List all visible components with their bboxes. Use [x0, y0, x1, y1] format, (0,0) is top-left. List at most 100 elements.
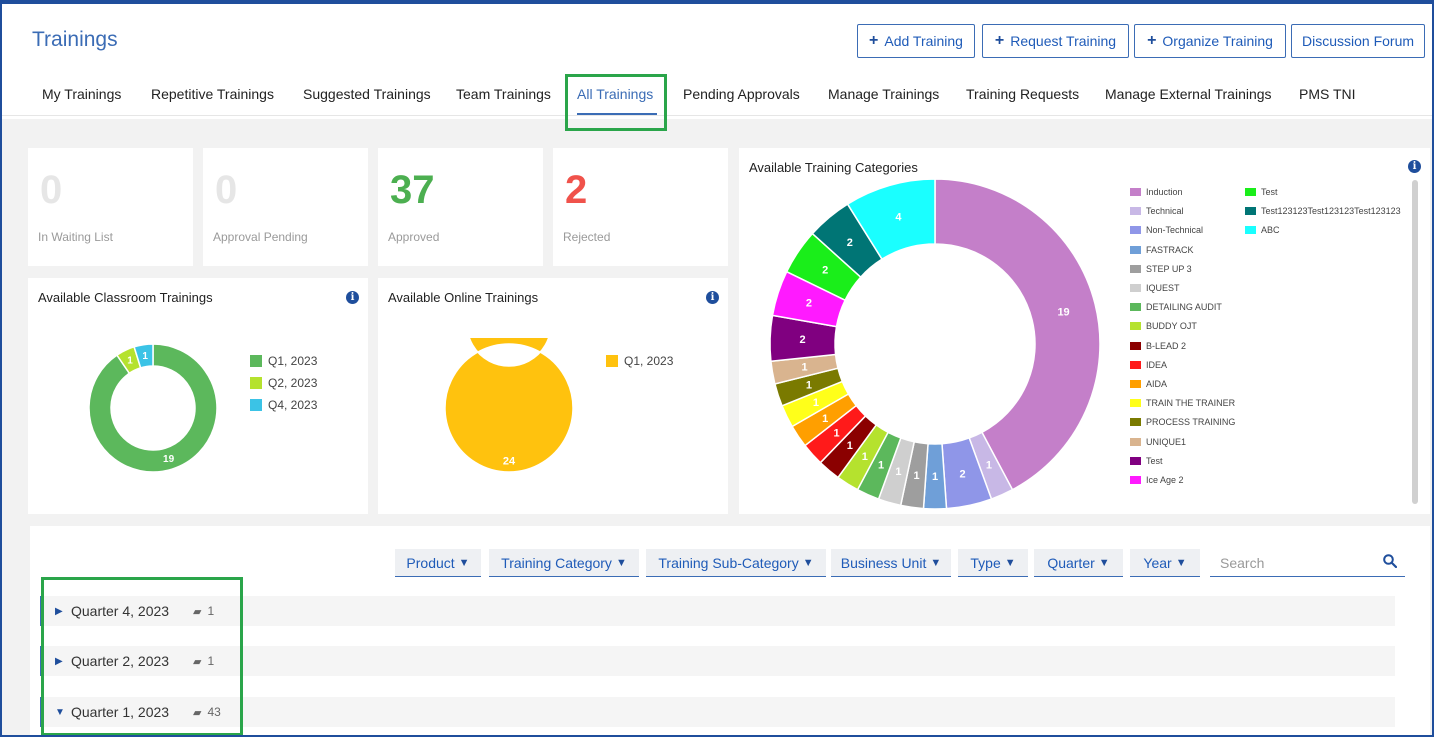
quarter-row-q1-2023[interactable]: ▼ Quarter 1, 2023 ▰ 43 [40, 697, 1395, 727]
quarter-row-q4-2023[interactable]: ▶ Quarter 4, 2023 ▰ 1 [40, 596, 1395, 626]
search-icon[interactable] [1383, 554, 1397, 568]
donut-slice[interactable] [133, 343, 154, 369]
legend-item[interactable]: IQUEST [1130, 283, 1180, 293]
filter-type[interactable]: Type ▼ [958, 549, 1028, 577]
tab-my-trainings[interactable]: My Trainings [42, 86, 122, 102]
legend-item[interactable]: Test [1130, 456, 1163, 466]
discussion-forum-button[interactable]: Discussion Forum [1291, 24, 1425, 58]
filter-product[interactable]: Product ▼ [395, 549, 481, 577]
organize-training-button[interactable]: + Organize Training [1134, 24, 1286, 58]
tab-all-trainings[interactable]: All Trainings [577, 86, 654, 102]
legend-item[interactable]: IDEA [1130, 360, 1167, 370]
tab-repetitive-trainings[interactable]: Repetitive Trainings [151, 86, 274, 102]
caret-right-icon[interactable]: ▶ [55, 605, 63, 617]
legend-swatch [1130, 226, 1141, 235]
filter-training-category[interactable]: Training Category ▼ [489, 549, 639, 577]
donut-slice-label: 1 [142, 351, 148, 362]
legend-item[interactable]: ABC [1245, 225, 1280, 235]
stat-label: Approved [388, 230, 440, 244]
tab-suggested-trainings[interactable]: Suggested Trainings [303, 86, 431, 102]
classroom-trainings-card: Available Classroom Trainings i 19 1 1 Q1,… [28, 278, 368, 514]
tab-team-trainings[interactable]: Team Trainings [456, 86, 551, 102]
legend-swatch [1130, 476, 1141, 484]
legend-item[interactable]: Ice Age 2 [1130, 475, 1184, 485]
legend-item[interactable]: Q1, 2023 [250, 350, 317, 372]
donut-slice-label: 1 [801, 362, 807, 374]
info-icon[interactable]: i [706, 291, 719, 304]
info-icon[interactable]: i [346, 291, 359, 304]
legend-item[interactable]: Q4, 2023 [250, 394, 317, 416]
legend-label: B-LEAD 2 [1146, 340, 1187, 351]
filter-year[interactable]: Year ▼ [1130, 549, 1200, 577]
book-icon: ▰ [193, 706, 202, 719]
donut-slice-label: 1 [806, 380, 812, 392]
filter-business-unit[interactable]: Business Unit ▼ [831, 549, 951, 577]
caret-down-icon[interactable]: ▼ [55, 706, 65, 718]
donut-slice[interactable] [88, 343, 218, 473]
tab-manage-external-trainings[interactable]: Manage External Trainings [1105, 86, 1272, 102]
tab-pms-tni[interactable]: PMS TNI [1299, 86, 1356, 102]
classroom-chart-legend: Q1, 2023 Q2, 2023 Q4, 2023 [250, 350, 317, 416]
online-donut-chart: 24 [444, 338, 574, 473]
donut-slice-label: 1 [878, 460, 884, 472]
donut-slice-label: 1 [822, 413, 828, 425]
donut-slice-label: 2 [822, 265, 828, 277]
legend-item[interactable]: STEP UP 3 [1130, 264, 1192, 274]
legend-item[interactable]: B-LEAD 2 [1130, 341, 1186, 351]
legend-item[interactable]: FASTRACK [1130, 245, 1194, 255]
quarter-row-q2-2023[interactable]: ▶ Quarter 2, 2023 ▰ 1 [40, 646, 1395, 676]
search-input[interactable] [1220, 552, 1370, 574]
legend-label: Non-Technical [1146, 225, 1204, 236]
stat-label: Rejected [563, 230, 611, 244]
tab-training-requests[interactable]: Training Requests [966, 86, 1080, 102]
quarter-count: 1 [207, 604, 215, 618]
donut-slice[interactable] [444, 338, 574, 473]
legend-label: STEP UP 3 [1146, 263, 1192, 274]
stat-card-rejected: 2 Rejected [553, 148, 728, 266]
legend-scrollbar[interactable] [1412, 180, 1418, 504]
quarter-label: Quarter 2, 2023 [71, 653, 170, 669]
donut-slice[interactable] [846, 178, 936, 261]
legend-item[interactable]: UNIQUE1 [1130, 437, 1186, 447]
stat-value: 37 [390, 168, 435, 212]
info-icon[interactable]: i [1408, 160, 1421, 173]
donut-slice[interactable] [934, 178, 1101, 491]
legend-label: FASTRACK [1146, 244, 1194, 255]
legend-item[interactable]: Non-Technical [1130, 225, 1203, 235]
quarter-count: 43 [207, 705, 221, 719]
legend-item[interactable]: Test [1245, 187, 1278, 197]
filter-label: Business Unit [840, 554, 927, 571]
donut-slice-label: 4 [895, 211, 902, 223]
tab-manage-trainings[interactable]: Manage Trainings [828, 86, 940, 102]
legend-item[interactable]: PROCESS TRAINING [1130, 417, 1235, 427]
legend-swatch [1130, 380, 1141, 388]
legend-item[interactable]: Q1, 2023 [606, 350, 673, 372]
legend-item[interactable]: Induction [1130, 187, 1183, 197]
legend-swatch [1130, 207, 1141, 216]
legend-item[interactable]: Q2, 2023 [250, 372, 317, 394]
tab-pending-approvals[interactable]: Pending Approvals [683, 86, 800, 102]
legend-swatch [1130, 456, 1141, 465]
legend-swatch [606, 355, 618, 367]
legend-item[interactable]: Test123123Test123123Test123123 [1245, 206, 1401, 216]
legend-item[interactable]: TRAIN THE TRAINER [1130, 398, 1235, 408]
donut-slice-label: 1 [986, 460, 992, 472]
active-tab-indicator [577, 113, 657, 115]
funnel-icon: ▼ [1175, 556, 1187, 569]
legend-item[interactable]: AIDA [1130, 379, 1167, 389]
request-training-button[interactable]: + Request Training [982, 24, 1129, 58]
donut-slice-label: 2 [800, 334, 806, 346]
donut-slice-label: 2 [959, 468, 965, 480]
donut-slice-label: 19 [1057, 307, 1069, 319]
filter-quarter[interactable]: Quarter ▼ [1034, 549, 1123, 577]
legend-item[interactable]: Technical [1130, 206, 1184, 216]
caret-right-icon[interactable]: ▶ [55, 655, 63, 667]
legend-label: Ice Age 2 [1146, 475, 1184, 485]
legend-label: IDEA [1146, 359, 1168, 370]
legend-item[interactable]: BUDDY OJT [1130, 321, 1197, 331]
legend-label: Q1, 2023 [624, 354, 674, 368]
add-training-button[interactable]: + Add Training [857, 24, 975, 58]
legend-item[interactable]: DETAILING AUDIT [1130, 302, 1222, 312]
filter-training-sub-category[interactable]: Training Sub-Category ▼ [646, 549, 826, 577]
